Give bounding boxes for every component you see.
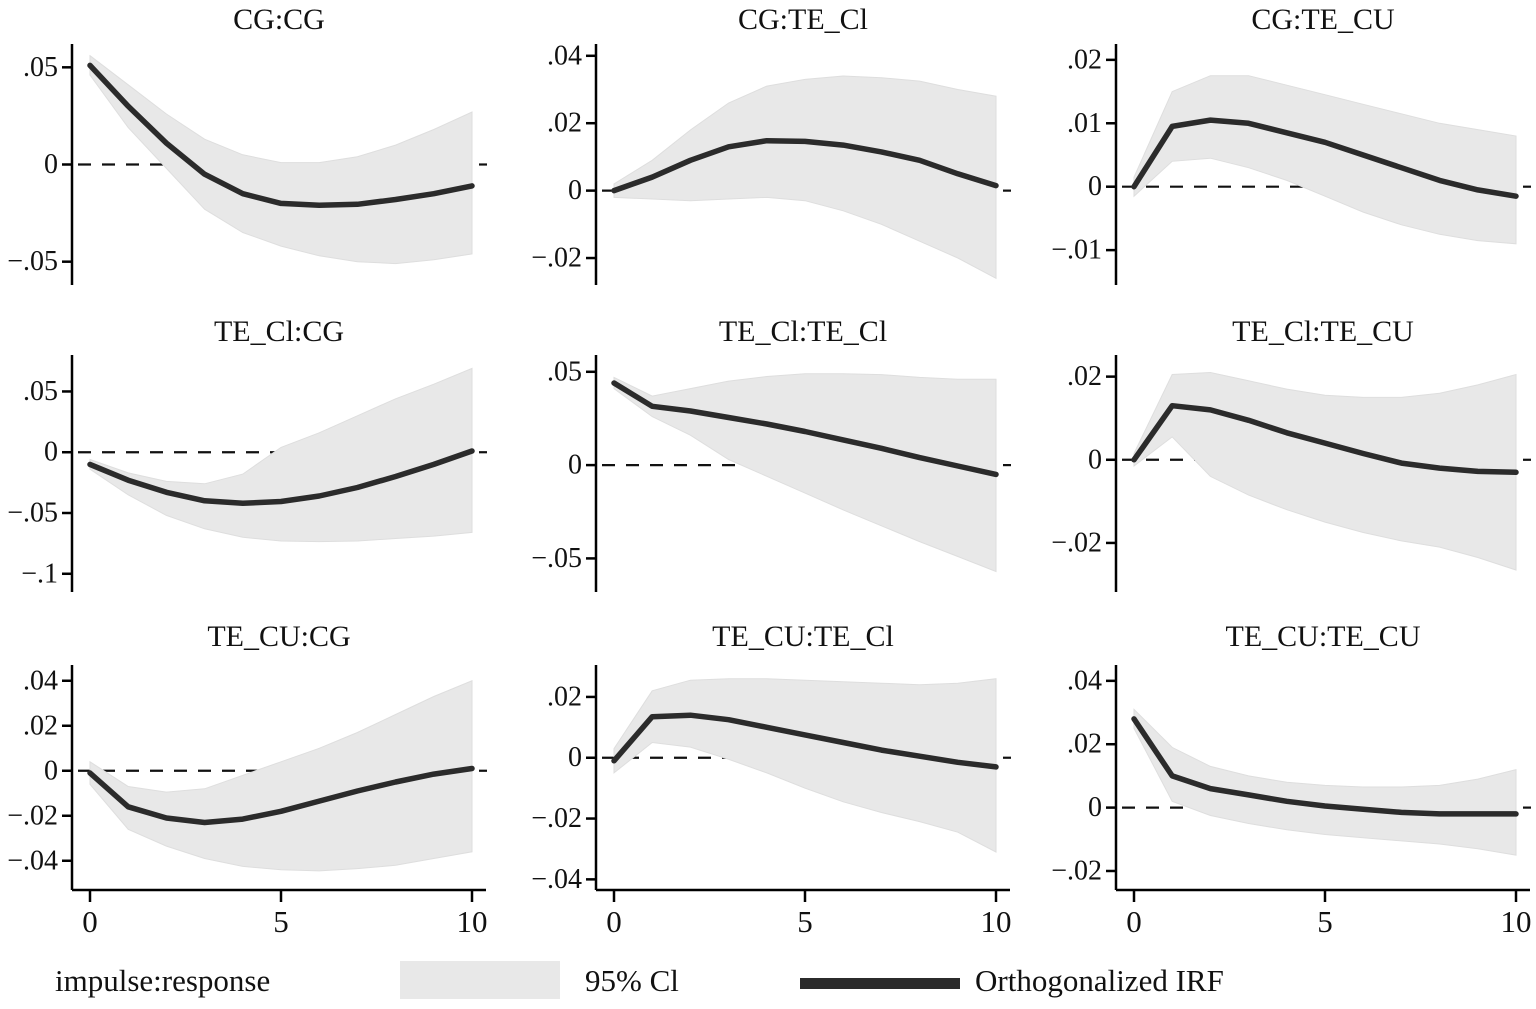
irf-line bbox=[87, 62, 475, 209]
panel-te-cu-cg: TE_CU:CG .04 .02 0 −.02 −.04 0 5 10 bbox=[0, 612, 512, 945]
ci-band bbox=[1133, 708, 1517, 856]
irf-line bbox=[611, 137, 999, 194]
y-tick-label: 0 bbox=[44, 755, 58, 786]
y-tick-label: 0 bbox=[1088, 792, 1102, 823]
y-tick-label: .02 bbox=[547, 108, 582, 139]
y-tick-label: 0 bbox=[568, 742, 582, 773]
irf-plot-te-cu-cg: .04 .02 0 −.02 −.04 0 5 10 bbox=[7, 665, 488, 939]
y-tick-label: −.04 bbox=[7, 845, 58, 876]
ci-band bbox=[1133, 371, 1517, 571]
y-tick-label: .02 bbox=[547, 681, 582, 712]
x-tick-label: 5 bbox=[797, 904, 813, 939]
x-tick-label: 5 bbox=[273, 904, 289, 939]
ci-band bbox=[613, 75, 997, 280]
y-tick-label: −.02 bbox=[7, 800, 58, 831]
irf-plot-te-cl-cg: .05 0 −.05 −.1 bbox=[7, 355, 487, 592]
x-tick-label: 10 bbox=[1501, 904, 1532, 939]
x-tick-label: 0 bbox=[1126, 904, 1142, 939]
panel-te-cl-te-cu: TE_Cl:TE_CU .02 0 −.02 bbox=[1024, 306, 1536, 612]
y-tick-label: .02 bbox=[1067, 44, 1102, 75]
panel-te-cl-cg: TE_Cl:CG .05 0 −.05 −.1 bbox=[0, 306, 512, 612]
legend: impulse:response 95% Cl Orthogonalized I… bbox=[0, 945, 1536, 1009]
y-tick-label: .02 bbox=[1067, 729, 1102, 760]
ci-band bbox=[89, 54, 473, 265]
panel-title: CG:CG bbox=[233, 3, 325, 36]
irf-plot-cg-te-cu: .02 .01 0 −.01 bbox=[1051, 44, 1531, 285]
y-tick-label: .02 bbox=[23, 710, 58, 741]
panel-cg-te-cl: CG:TE_Cl .04 .02 0 −.02 bbox=[512, 0, 1024, 306]
legend-irf-label: Orthogonalized IRF bbox=[975, 963, 1224, 998]
ci-band bbox=[89, 680, 473, 872]
y-tick-label: 0 bbox=[44, 149, 58, 180]
irf-line bbox=[611, 712, 999, 770]
irf-plot-te-cl-te-cl: .05 0 −.05 bbox=[531, 355, 1011, 592]
panel-title: TE_CU:TE_CU bbox=[1225, 620, 1421, 653]
irf-line bbox=[611, 380, 999, 478]
panel-te-cu-te-cl: TE_CU:TE_Cl .02 0 −.02 −.04 0 5 10 bbox=[512, 612, 1024, 945]
irf-plot-cg-cg: .05 0 −.05 bbox=[7, 44, 487, 285]
y-tick-label: 0 bbox=[568, 175, 582, 206]
irf-line bbox=[1131, 402, 1519, 476]
y-tick-label: −.1 bbox=[21, 558, 58, 589]
y-tick-label: 0 bbox=[1088, 171, 1102, 202]
irf-plot-te-cu-te-cu: .04 .02 0 −.02 0 5 10 bbox=[1051, 665, 1532, 939]
irf-plot-cg-te-cl: .04 .02 0 −.02 bbox=[531, 40, 1011, 285]
y-tick-label: −.05 bbox=[531, 543, 582, 574]
y-tick-label: .01 bbox=[1067, 108, 1102, 139]
y-tick-label: −.01 bbox=[1051, 235, 1102, 266]
y-tick-label: .02 bbox=[1067, 361, 1102, 392]
x-tick-label: 5 bbox=[1317, 904, 1333, 939]
panel-title: CG:TE_Cl bbox=[737, 3, 868, 36]
panel-title: TE_CU:CG bbox=[207, 620, 351, 653]
y-tick-label: −.02 bbox=[531, 243, 582, 274]
y-tick-label: −.05 bbox=[7, 246, 58, 277]
y-tick-label: .05 bbox=[23, 52, 58, 83]
y-tick-label: −.02 bbox=[1051, 855, 1102, 886]
panel-title: TE_CU:TE_Cl bbox=[712, 620, 894, 653]
y-tick-label: .04 bbox=[547, 40, 582, 71]
y-tick-label: −.04 bbox=[531, 864, 582, 895]
y-tick-label: −.02 bbox=[1051, 527, 1102, 558]
panel-cg-te-cu: CG:TE_CU .02 .01 0 −.01 bbox=[1024, 0, 1536, 306]
ci-band bbox=[613, 678, 997, 853]
y-tick-label: 0 bbox=[1088, 444, 1102, 475]
panel-te-cl-te-cl: TE_Cl:TE_Cl .05 0 −.05 bbox=[512, 306, 1024, 612]
x-tick-label: 10 bbox=[981, 904, 1012, 939]
panel-title: CG:TE_CU bbox=[1251, 3, 1395, 36]
x-tick-label: 0 bbox=[606, 904, 622, 939]
x-tick-label: 0 bbox=[82, 904, 98, 939]
legend-impulse-response-label: impulse:response bbox=[55, 963, 271, 998]
legend-ci-band-swatch bbox=[400, 961, 560, 999]
irf-line bbox=[1131, 716, 1519, 817]
irf-line bbox=[1131, 117, 1519, 199]
panel-cg-cg: CG:CG .05 0 −.05 bbox=[0, 0, 512, 306]
irf-line bbox=[87, 765, 475, 826]
ci-band bbox=[1133, 75, 1517, 245]
ci-band bbox=[89, 367, 473, 543]
legend-ci-label: 95% Cl bbox=[585, 963, 679, 998]
y-tick-label: .04 bbox=[23, 665, 58, 696]
panel-title: TE_Cl:TE_CU bbox=[1232, 315, 1414, 348]
irf-plot-te-cu-te-cl: .02 0 −.02 −.04 0 5 10 bbox=[531, 665, 1012, 939]
y-tick-label: .04 bbox=[1067, 665, 1102, 696]
irf-plot-te-cl-te-cu: .02 0 −.02 bbox=[1051, 355, 1531, 592]
panel-title: TE_Cl:TE_Cl bbox=[718, 315, 888, 348]
x-tick-label: 10 bbox=[457, 904, 488, 939]
ci-band bbox=[613, 373, 997, 573]
y-tick-label: 0 bbox=[44, 437, 58, 468]
y-tick-label: −.02 bbox=[531, 803, 582, 834]
y-tick-label: .05 bbox=[547, 356, 582, 387]
y-tick-label: 0 bbox=[568, 450, 582, 481]
panel-title: TE_Cl:CG bbox=[213, 315, 344, 348]
legend-irf-line-swatch bbox=[800, 978, 960, 989]
y-tick-label: .05 bbox=[23, 376, 58, 407]
panel-te-cu-te-cu: TE_CU:TE_CU .04 .02 0 −.02 0 5 10 bbox=[1024, 612, 1536, 945]
y-tick-label: −.05 bbox=[7, 498, 58, 529]
irf-line bbox=[87, 448, 475, 507]
